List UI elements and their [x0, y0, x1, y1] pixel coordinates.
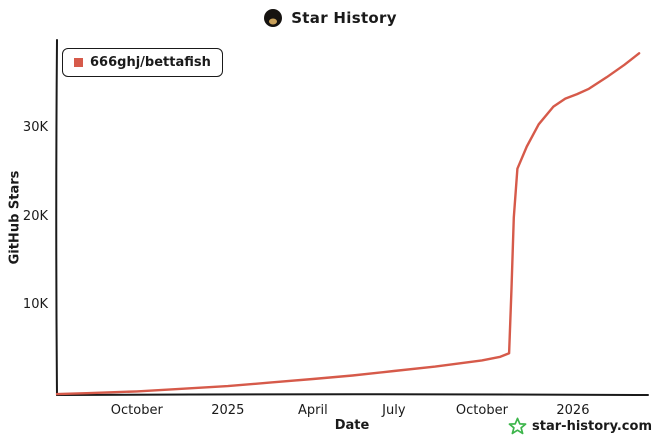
- x-tick-label: July: [382, 403, 406, 418]
- x-tick-label: October: [110, 403, 163, 418]
- y-tick-label: 10K: [22, 297, 48, 313]
- x-tick-label: April: [298, 403, 328, 418]
- series-line: [55, 52, 641, 396]
- footer-site-link[interactable]: star-history.com: [532, 419, 652, 434]
- x-axis-line: [56, 393, 649, 396]
- star-history-logo-icon: [264, 9, 283, 27]
- y-axis-title: GitHub Stars: [7, 170, 23, 265]
- page-title: Star History: [291, 9, 397, 27]
- y-axis-line: [55, 39, 58, 396]
- legend-box: 666ghj/bettafish: [62, 48, 223, 77]
- green-star-icon: [508, 417, 527, 435]
- green-star-path: [508, 417, 527, 435]
- x-axis-title: Date: [334, 418, 370, 433]
- y-tick-label: 20K: [22, 208, 48, 224]
- legend-swatch: [74, 58, 83, 67]
- x-tick-label: 2025: [211, 403, 245, 418]
- legend-label: 666ghj/bettafish: [90, 55, 211, 70]
- y-tick-label: 30K: [22, 119, 48, 135]
- x-tick-label: October: [455, 403, 508, 418]
- page-header: Star History: [0, 8, 660, 28]
- x-tick-label: 2026: [556, 403, 590, 418]
- footer-credit[interactable]: star-history.com: [508, 417, 652, 436]
